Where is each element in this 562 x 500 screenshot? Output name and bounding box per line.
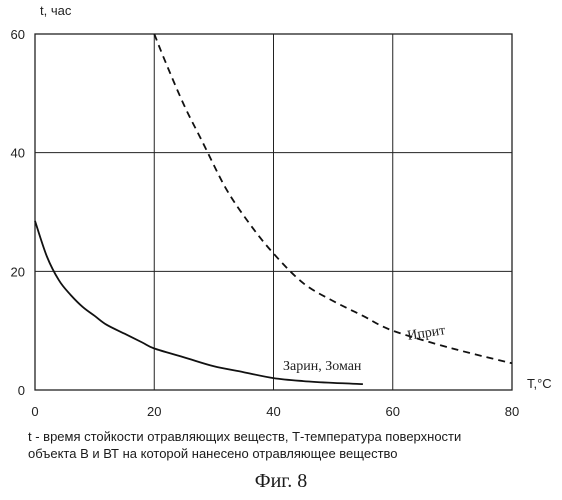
series-line-yperite [154, 34, 512, 363]
tick-labels: 0 20 40 60 80 0 20 40 60 [11, 27, 520, 419]
x-tick-label: 40 [266, 404, 280, 419]
y-tick-label: 20 [11, 264, 25, 279]
series-label-yperite: Иприт [406, 323, 446, 344]
chart: 0 20 40 60 80 0 20 40 60 t, час T,°C Зарин, Зома… [0, 0, 562, 425]
caption-line-2: объекта В и ВТ на которой нанесено отрав… [28, 445, 558, 462]
x-axis-title: T,°C [527, 376, 552, 391]
figure-caption: t - время стойкости отравляющих веществ,… [28, 428, 558, 462]
series-label-sarin-soman: Зарин, Зоман [283, 359, 362, 374]
x-tick-label: 60 [386, 404, 400, 419]
x-tick-label: 0 [31, 404, 38, 419]
x-tick-label: 20 [147, 404, 161, 419]
y-axis-title: t, час [40, 3, 72, 18]
figure-label: Фиг. 8 [0, 470, 562, 493]
y-tick-label: 0 [18, 383, 25, 398]
x-tick-label: 80 [505, 404, 519, 419]
y-tick-label: 40 [11, 146, 25, 161]
caption-line-1: t - время стойкости отравляющих веществ,… [28, 428, 558, 445]
y-tick-label: 60 [11, 27, 25, 42]
